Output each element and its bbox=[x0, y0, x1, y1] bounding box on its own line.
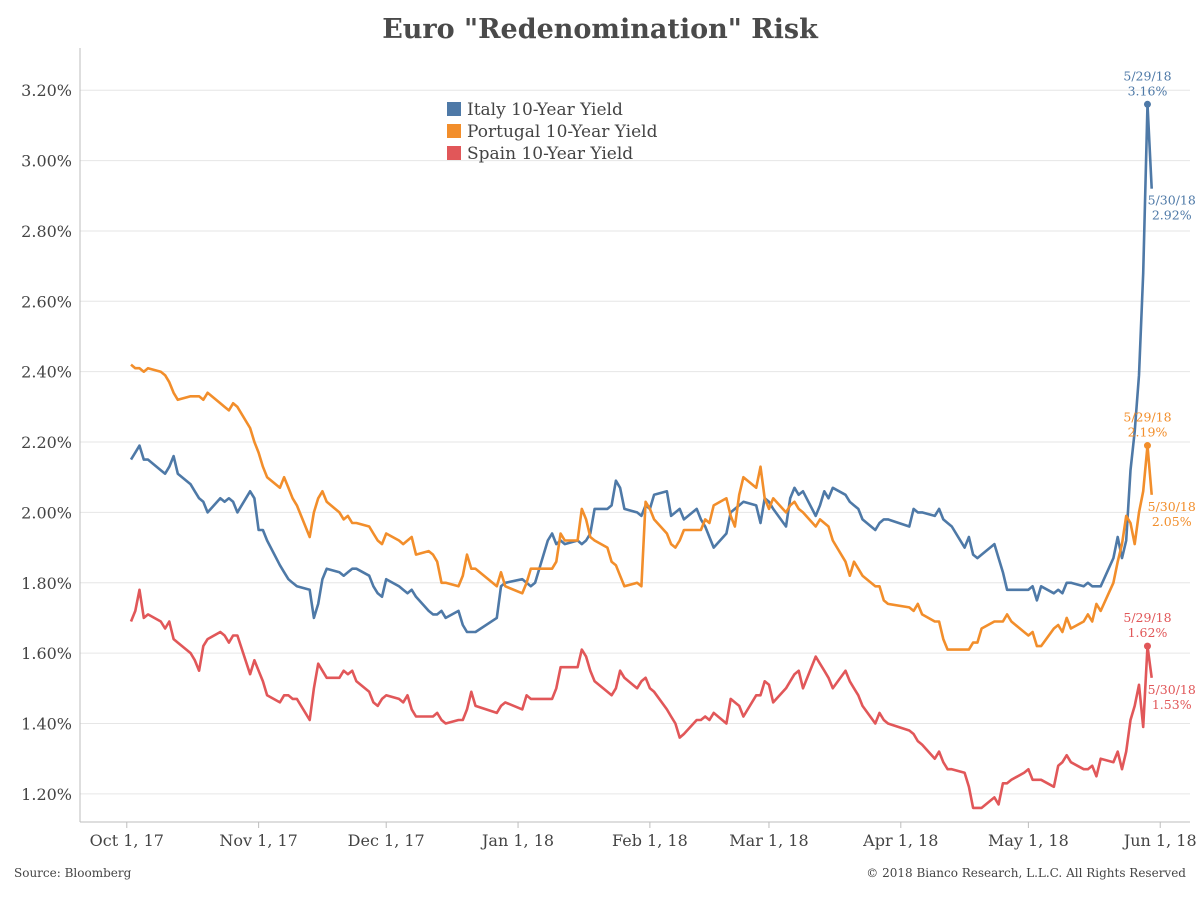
spain-peak-date-label: 5/29/18 bbox=[1123, 610, 1171, 625]
y-tick-label: 1.20% bbox=[21, 785, 72, 804]
portugal-legend-label: Portugal 10-Year Yield bbox=[467, 122, 658, 142]
x-tick-label: Jan 1, 18 bbox=[480, 831, 554, 850]
chart-title: Euro "Redenomination" Risk bbox=[382, 14, 818, 45]
italy-legend-label: Italy 10-Year Yield bbox=[467, 100, 623, 120]
portugal-last-value-label: 2.05% bbox=[1152, 514, 1192, 529]
y-tick-label: 2.00% bbox=[21, 503, 72, 522]
italy-peak-marker bbox=[1143, 100, 1151, 108]
series-lines bbox=[129, 103, 1153, 810]
portugal-peak-value-label: 2.19% bbox=[1128, 425, 1168, 440]
italy-yield-line bbox=[129, 103, 1153, 634]
source-note: Source: Bloomberg bbox=[14, 866, 132, 880]
spain-last-value-label: 1.53% bbox=[1152, 697, 1192, 712]
axes: 1.20% 1.40% 1.60% 1.80% 2.00% 2.20% 2.40% 2.60%… bbox=[21, 48, 1197, 850]
italy-legend-swatch bbox=[447, 102, 461, 116]
y-tick-label: 2.60% bbox=[21, 292, 72, 311]
y-tick-label: 1.60% bbox=[21, 644, 72, 663]
y-tick-label: 3.20% bbox=[21, 81, 72, 100]
spain-peak-marker bbox=[1143, 642, 1151, 650]
portugal-yield-line bbox=[130, 363, 1153, 651]
x-tick-label: Apr 1, 18 bbox=[862, 831, 938, 850]
spain-legend-label: Spain 10-Year Yield bbox=[467, 144, 633, 164]
portugal-peak-date-label: 5/29/18 bbox=[1123, 410, 1171, 425]
spain-legend-swatch bbox=[447, 146, 461, 160]
y-tick-label: 3.00% bbox=[21, 152, 72, 171]
x-tick-label: Nov 1, 17 bbox=[219, 831, 297, 850]
portugal-last-date-label: 5/30/18 bbox=[1148, 499, 1196, 514]
y-tick-label: 2.80% bbox=[21, 222, 72, 241]
portugal-legend-swatch bbox=[447, 124, 461, 138]
copyright-note: © 2018 Bianco Research, L.L.C. All Right… bbox=[866, 866, 1186, 880]
x-tick-label: Mar 1, 18 bbox=[729, 831, 808, 850]
italy-last-date-label: 5/30/18 bbox=[1148, 193, 1196, 208]
y-tick-label: 1.80% bbox=[21, 574, 72, 593]
italy-peak-date-label: 5/29/18 bbox=[1123, 68, 1171, 83]
italy-last-value-label: 2.92% bbox=[1152, 208, 1192, 223]
spain-peak-value-label: 1.62% bbox=[1128, 625, 1168, 640]
y-tick-label: 2.20% bbox=[21, 433, 72, 452]
y-tick-label: 1.40% bbox=[21, 714, 72, 733]
x-tick-label: May 1, 18 bbox=[988, 831, 1069, 850]
x-tick-label: Feb 1, 18 bbox=[612, 831, 688, 850]
y-tick-label: 2.40% bbox=[21, 363, 72, 382]
italy-peak-value-label: 3.16% bbox=[1128, 83, 1168, 98]
x-tick-label: Jun 1, 18 bbox=[1122, 831, 1197, 850]
spain-yield-line bbox=[129, 588, 1153, 810]
x-tick-label: Oct 1, 17 bbox=[90, 831, 164, 850]
spain-last-date-label: 5/30/18 bbox=[1148, 682, 1196, 697]
gridlines bbox=[80, 89, 1190, 795]
x-tick-label: Dec 1, 17 bbox=[348, 831, 425, 850]
endpoint-annotations: 5/29/183.16%5/30/182.92%5/29/182.19%5/30… bbox=[1123, 68, 1195, 711]
portugal-peak-marker bbox=[1143, 442, 1151, 450]
